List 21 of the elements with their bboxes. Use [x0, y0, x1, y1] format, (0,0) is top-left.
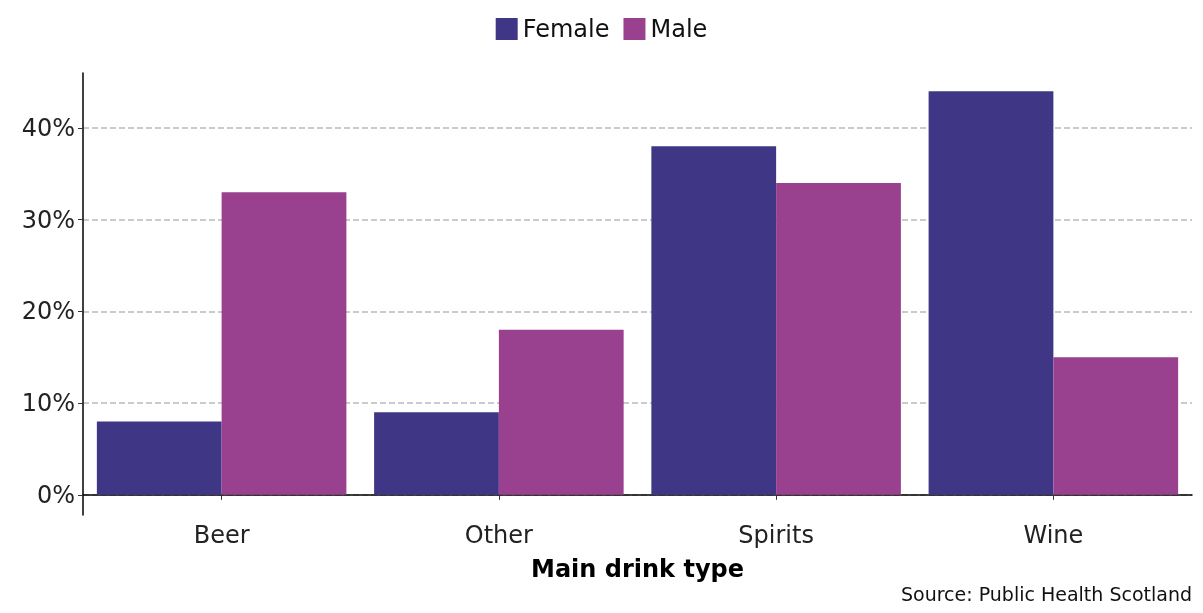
y-tick-label: 0%: [36, 480, 75, 509]
source-note: Source: Public Health Scotland: [901, 582, 1193, 605]
x-tick-label: Wine: [1023, 521, 1084, 549]
x-axis-title: Main drink type: [531, 555, 744, 583]
y-tick-label: 40%: [21, 114, 75, 143]
legend-label: Female: [522, 15, 610, 43]
x-tick-label: Other: [464, 521, 534, 549]
y-tick-label: 10%: [21, 389, 75, 418]
bar: [498, 329, 624, 495]
x-tick-label: Beer: [193, 521, 250, 549]
x-tick-label: Spirits: [738, 521, 814, 549]
y-tick-label: 20%: [21, 297, 75, 326]
bar: [1053, 357, 1179, 495]
legend-label: Male: [650, 15, 708, 43]
bar: [928, 91, 1054, 495]
y-tick-label: 30%: [21, 205, 75, 234]
bar: [651, 146, 777, 495]
bar: [96, 421, 222, 495]
bar: [776, 183, 901, 495]
bar: [374, 412, 499, 495]
bar: [221, 192, 347, 495]
